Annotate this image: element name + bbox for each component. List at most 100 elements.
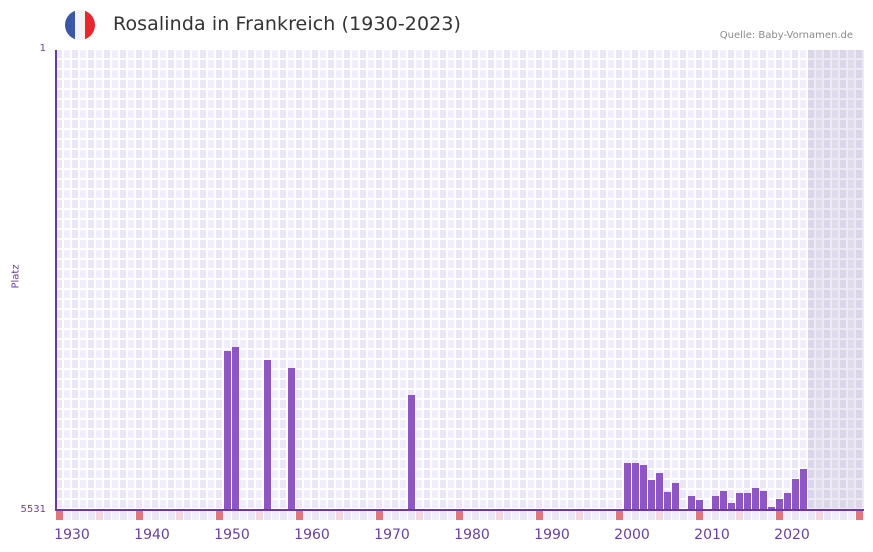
year-cell bbox=[240, 511, 247, 520]
bar-1959[interactable] bbox=[288, 367, 295, 510]
bar-2001[interactable] bbox=[624, 462, 631, 510]
year-cell bbox=[648, 511, 655, 520]
x-tick-label: 1970 bbox=[374, 527, 410, 543]
year-cell bbox=[64, 511, 71, 520]
year-cell bbox=[80, 511, 87, 520]
chart-title: Rosalinda in Frankreich (1930-2023) bbox=[113, 13, 462, 35]
year-cell bbox=[800, 511, 807, 520]
year-cell bbox=[360, 511, 367, 520]
year-cell bbox=[848, 511, 855, 520]
year-cell bbox=[712, 511, 719, 520]
year-cell bbox=[104, 511, 111, 520]
decade-marker bbox=[216, 511, 223, 520]
bar-2006[interactable] bbox=[664, 491, 671, 510]
bar-2004[interactable] bbox=[648, 479, 655, 510]
bar-2013[interactable] bbox=[720, 490, 727, 510]
year-cell bbox=[184, 511, 191, 520]
year-cell bbox=[752, 511, 759, 520]
midpoint-marker bbox=[576, 511, 583, 520]
year-cell bbox=[720, 511, 727, 520]
year-cell bbox=[200, 511, 207, 520]
bar-2010[interactable] bbox=[696, 499, 703, 510]
bar-2009[interactable] bbox=[688, 495, 695, 510]
decade-marker bbox=[536, 511, 543, 520]
y-tick-top: 1 bbox=[39, 43, 46, 54]
x-tick-label: 1930 bbox=[54, 527, 90, 543]
year-cell bbox=[552, 511, 559, 520]
midpoint-marker bbox=[736, 511, 743, 520]
year-cell bbox=[400, 511, 407, 520]
bar-2019[interactable] bbox=[768, 506, 775, 510]
bar-2005[interactable] bbox=[656, 472, 663, 510]
bar-2015[interactable] bbox=[736, 492, 743, 510]
year-cell bbox=[344, 511, 351, 520]
year-cell bbox=[352, 511, 359, 520]
bar-2020[interactable] bbox=[776, 498, 783, 510]
year-cell bbox=[272, 511, 279, 520]
year-cell bbox=[424, 511, 431, 520]
decade-marker bbox=[296, 511, 303, 520]
bar-1956[interactable] bbox=[264, 359, 271, 510]
year-cell bbox=[480, 511, 487, 520]
bar-1974[interactable] bbox=[408, 394, 415, 510]
year-cell bbox=[280, 511, 287, 520]
bar-2021[interactable] bbox=[784, 492, 791, 510]
bar-1951[interactable] bbox=[224, 351, 231, 510]
decade-marker bbox=[616, 511, 623, 520]
year-cell bbox=[824, 511, 831, 520]
year-cell bbox=[768, 511, 775, 520]
year-cell bbox=[568, 511, 575, 520]
bar-2003[interactable] bbox=[640, 464, 647, 510]
year-cell bbox=[744, 511, 751, 520]
year-cell bbox=[504, 511, 511, 520]
year-cell bbox=[208, 511, 215, 520]
year-cell bbox=[760, 511, 767, 520]
year-cell bbox=[472, 511, 479, 520]
year-cell bbox=[792, 511, 799, 520]
decade-marker-strip bbox=[56, 511, 864, 520]
year-cell bbox=[120, 511, 127, 520]
x-tick-label: 1990 bbox=[534, 527, 570, 543]
year-cell bbox=[392, 511, 399, 520]
bar-2023[interactable] bbox=[800, 468, 807, 510]
year-cell bbox=[72, 511, 79, 520]
bar-2014[interactable] bbox=[728, 502, 735, 510]
decade-marker bbox=[136, 511, 143, 520]
midpoint-marker bbox=[496, 511, 503, 520]
year-cell bbox=[248, 511, 255, 520]
x-tick-label: 2010 bbox=[694, 527, 730, 543]
x-tick-label: 2000 bbox=[614, 527, 650, 543]
midpoint-marker bbox=[416, 511, 423, 520]
x-tick-label: 1960 bbox=[294, 527, 330, 543]
midpoint-marker bbox=[256, 511, 263, 520]
year-cell bbox=[544, 511, 551, 520]
year-cell bbox=[728, 511, 735, 520]
year-cell bbox=[312, 511, 319, 520]
bar-2017[interactable] bbox=[752, 487, 759, 510]
bar-2012[interactable] bbox=[712, 495, 719, 510]
midpoint-marker bbox=[96, 511, 103, 520]
midpoint-marker bbox=[816, 511, 823, 520]
year-cell bbox=[128, 511, 135, 520]
year-cell bbox=[640, 511, 647, 520]
year-cell bbox=[584, 511, 591, 520]
bar-2002[interactable] bbox=[632, 462, 639, 510]
bar-2022[interactable] bbox=[792, 478, 799, 510]
x-tick-label: 1980 bbox=[454, 527, 490, 543]
bar-1952[interactable] bbox=[232, 346, 239, 510]
france-flag-icon bbox=[65, 10, 95, 40]
year-cell bbox=[304, 511, 311, 520]
year-cell bbox=[808, 511, 815, 520]
year-cell bbox=[160, 511, 167, 520]
year-cell bbox=[464, 511, 471, 520]
year-cell bbox=[560, 511, 567, 520]
year-cell bbox=[680, 511, 687, 520]
bar-2007[interactable] bbox=[672, 482, 679, 510]
year-cell bbox=[608, 511, 615, 520]
bar-2016[interactable] bbox=[744, 492, 751, 510]
year-cell bbox=[520, 511, 527, 520]
source-credit: Quelle: Baby-Vornamen.de bbox=[719, 30, 853, 41]
decade-marker bbox=[456, 511, 463, 520]
year-cell bbox=[408, 511, 415, 520]
bar-2018[interactable] bbox=[760, 490, 767, 510]
